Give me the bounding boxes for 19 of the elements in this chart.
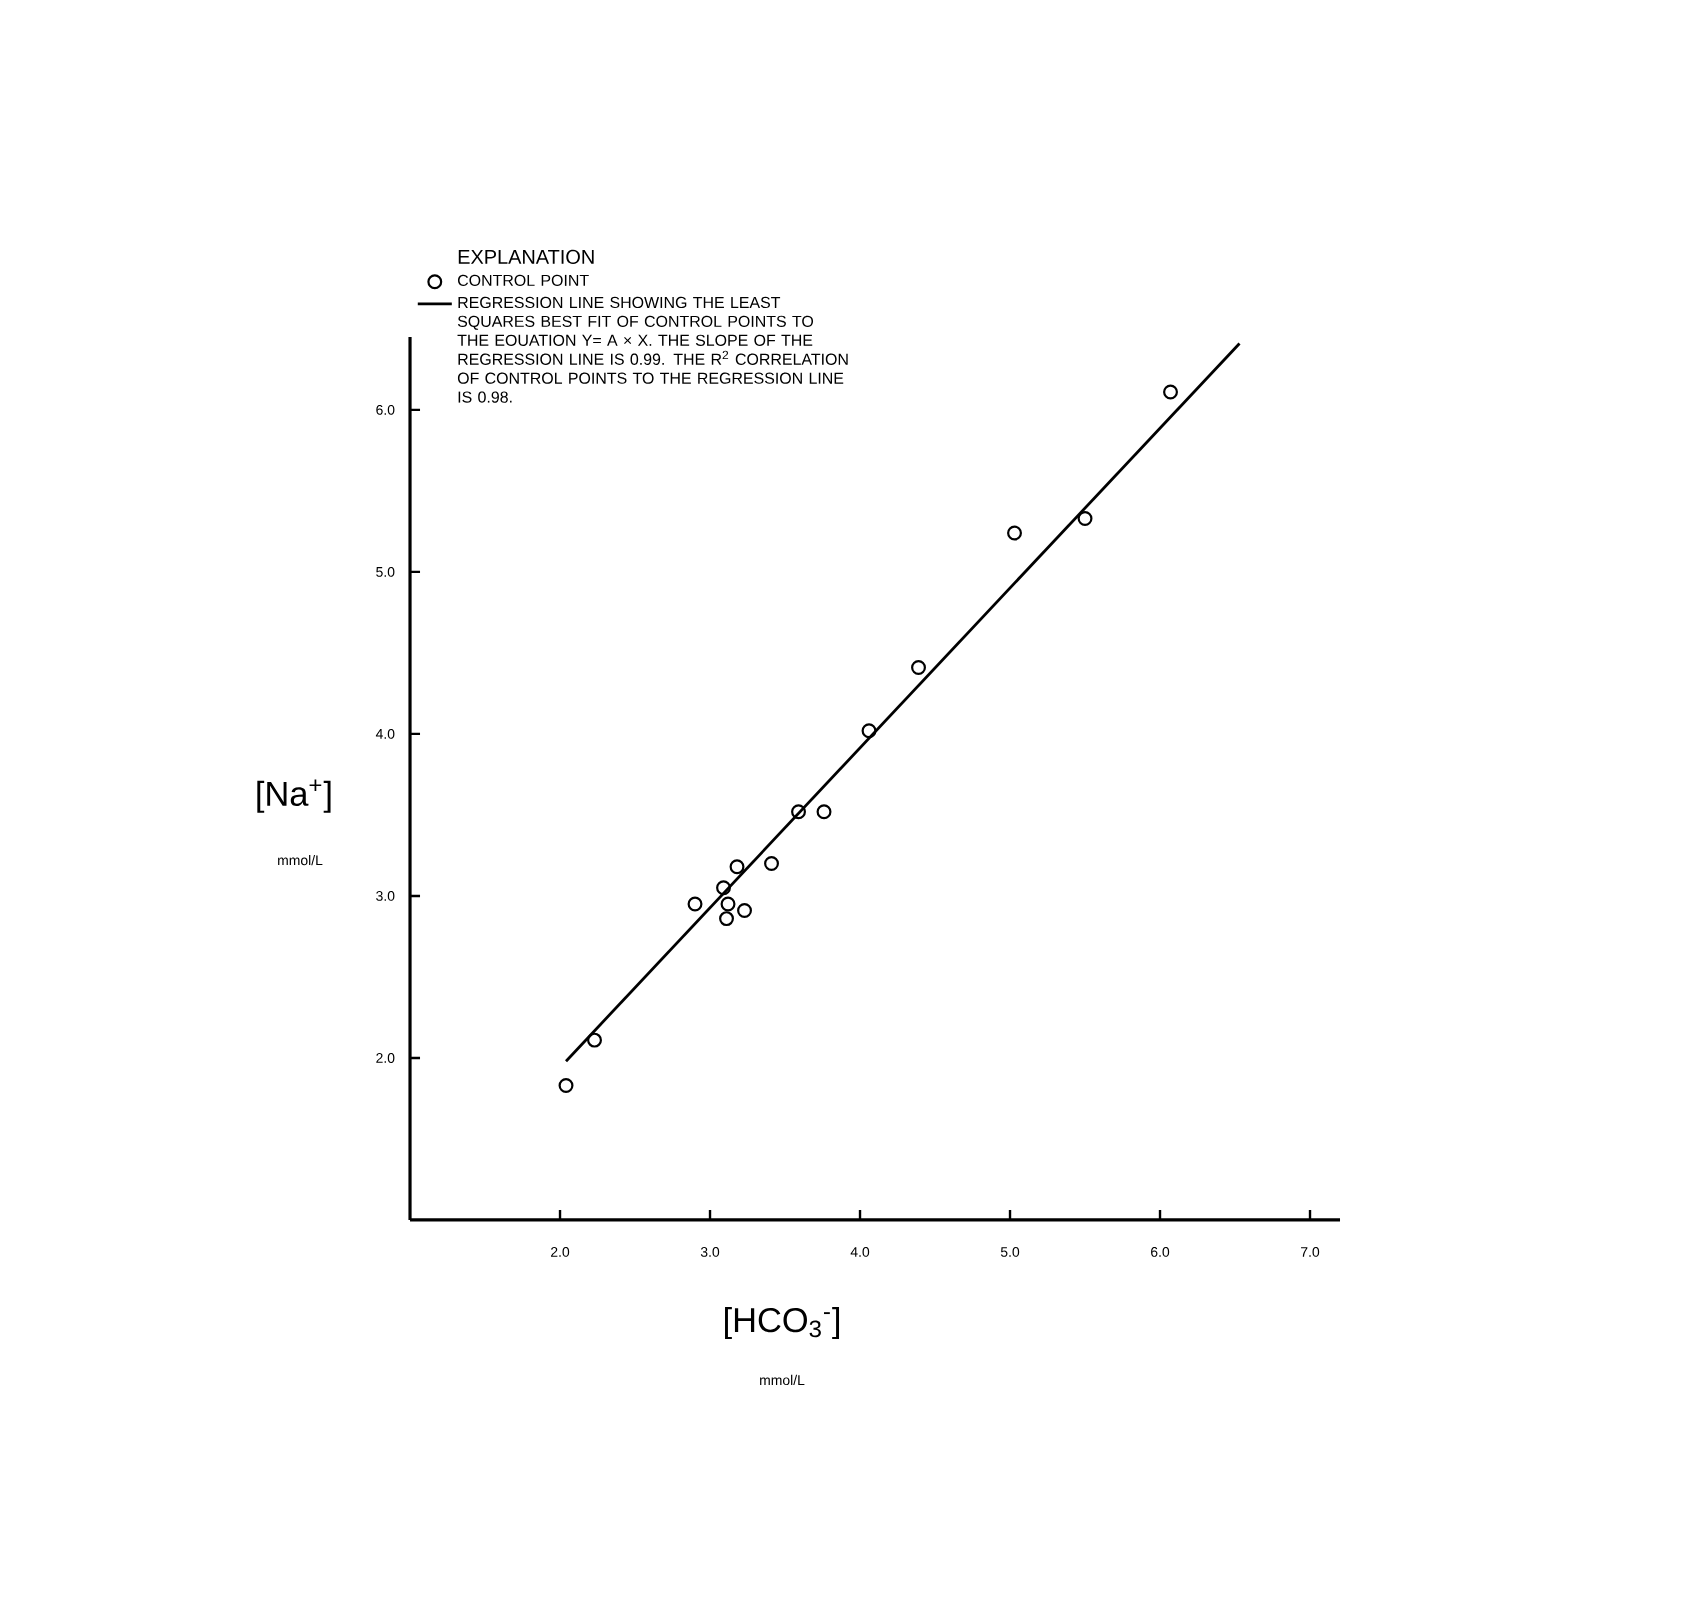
- point: [587, 1032, 602, 1048]
- point: [1077, 510, 1093, 526]
- point: [737, 903, 752, 918]
- point: [687, 896, 703, 912]
- point: [816, 804, 832, 820]
- point: [558, 1078, 574, 1093]
- point: [716, 880, 731, 896]
- point: [1163, 384, 1178, 400]
- point: [729, 859, 745, 875]
- legend-title: EXPLANATION: [458, 249, 594, 264]
- x-axis-title: [HCO$_{3}$$^{-}$]: [725, 1306, 840, 1340]
- y-axis-title: [Na$^{+}$]: [257, 779, 331, 813]
- point: [791, 804, 806, 820]
- point: [1007, 525, 1022, 541]
- point: [720, 896, 736, 912]
- point: [911, 660, 926, 675]
- point: [719, 911, 734, 927]
- point: [764, 856, 779, 872]
- point: [861, 723, 877, 739]
